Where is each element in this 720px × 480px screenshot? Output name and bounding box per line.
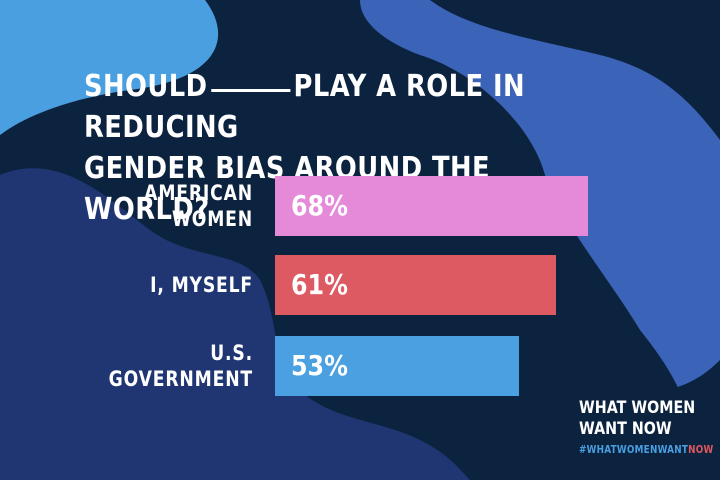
category-label-line: GOVERNMENT	[108, 367, 253, 391]
category-label-line: U.S.	[210, 341, 253, 365]
bar-value-label-3: 53%	[291, 349, 348, 382]
title-part2: PLAY A ROLE IN REDUCING	[84, 69, 526, 145]
brand-line2: WANT NOW	[579, 419, 672, 439]
bg-light-blue-shape	[0, 0, 219, 135]
bar-1	[275, 176, 588, 236]
brand-logo: WHAT WOMEN WANT NOW	[579, 398, 695, 440]
category-label-line: AMERICAN	[144, 181, 253, 205]
bg-mid-blue-shape	[360, 0, 720, 480]
bar-value-label-1: 68%	[291, 189, 348, 222]
category-label-3: U.S. GOVERNMENT	[48, 340, 253, 392]
category-label-line: I, MYSELF	[150, 273, 253, 297]
hashtag-main: #WHATWOMENWANT	[579, 444, 689, 456]
brand-line1: WHAT WOMEN	[579, 398, 696, 418]
bar-2	[275, 255, 556, 315]
bg-dark-blue-topright-shape	[430, 0, 720, 140]
bg-navy-left-shape	[0, 168, 470, 480]
category-label-2: I, MYSELF	[48, 272, 253, 298]
bar-value-label-2: 61%	[291, 268, 348, 301]
bar-3	[275, 336, 519, 396]
brand-hashtag: #WHATWOMENWANTNOW	[579, 444, 714, 456]
category-label-line: WOMEN	[171, 207, 253, 231]
title-blank-line	[210, 89, 291, 92]
bg-dark-bottomright-shape	[560, 360, 720, 480]
category-label-1: AMERICAN WOMEN	[48, 180, 253, 232]
hashtag-accent: NOW	[688, 444, 714, 456]
title-part1: SHOULD	[84, 69, 208, 104]
